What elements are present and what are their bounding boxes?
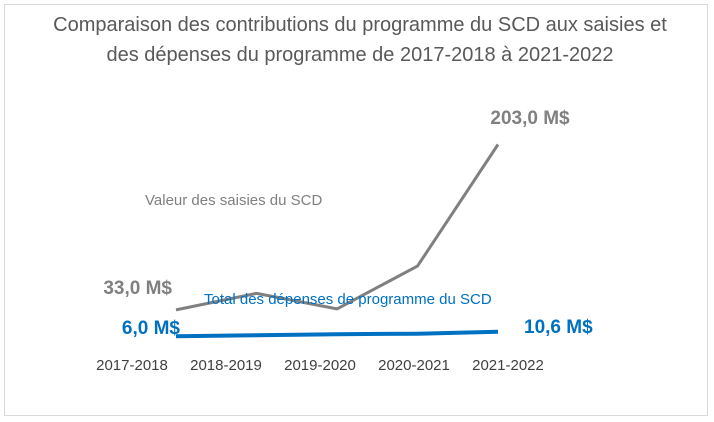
data-label-depenses-start: 6,0 M$ xyxy=(122,318,181,339)
data-label-saisies-end: 203,0 M$ xyxy=(490,108,570,129)
series-name-saisies: Valeur des saisies du SCD xyxy=(145,192,322,209)
chart-frame xyxy=(4,4,708,416)
series-name-depenses: Total des dépenses de programme du SCD xyxy=(204,291,492,308)
data-label-saisies-start: 33,0 M$ xyxy=(103,278,172,299)
x-tick-label: 2017-2018 xyxy=(96,357,168,374)
series-line-depenses xyxy=(175,329,499,339)
chart-title: Comparaison des contributions du program… xyxy=(53,14,667,66)
x-tick-label: 2019-2020 xyxy=(284,357,356,374)
data-label-depenses-end: 10,6 M$ xyxy=(524,317,593,338)
x-tick-label: 2018-2019 xyxy=(190,357,262,374)
x-tick-label: 2021-2022 xyxy=(472,357,544,374)
series-line-saisies xyxy=(175,143,500,312)
x-tick-label: 2020-2021 xyxy=(378,357,450,374)
